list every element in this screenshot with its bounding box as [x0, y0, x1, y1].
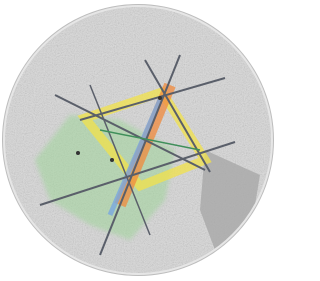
map [0, 0, 277, 281]
map-point [158, 96, 162, 100]
map-point [110, 158, 114, 162]
map-point [76, 151, 80, 155]
map-disc [0, 0, 277, 281]
